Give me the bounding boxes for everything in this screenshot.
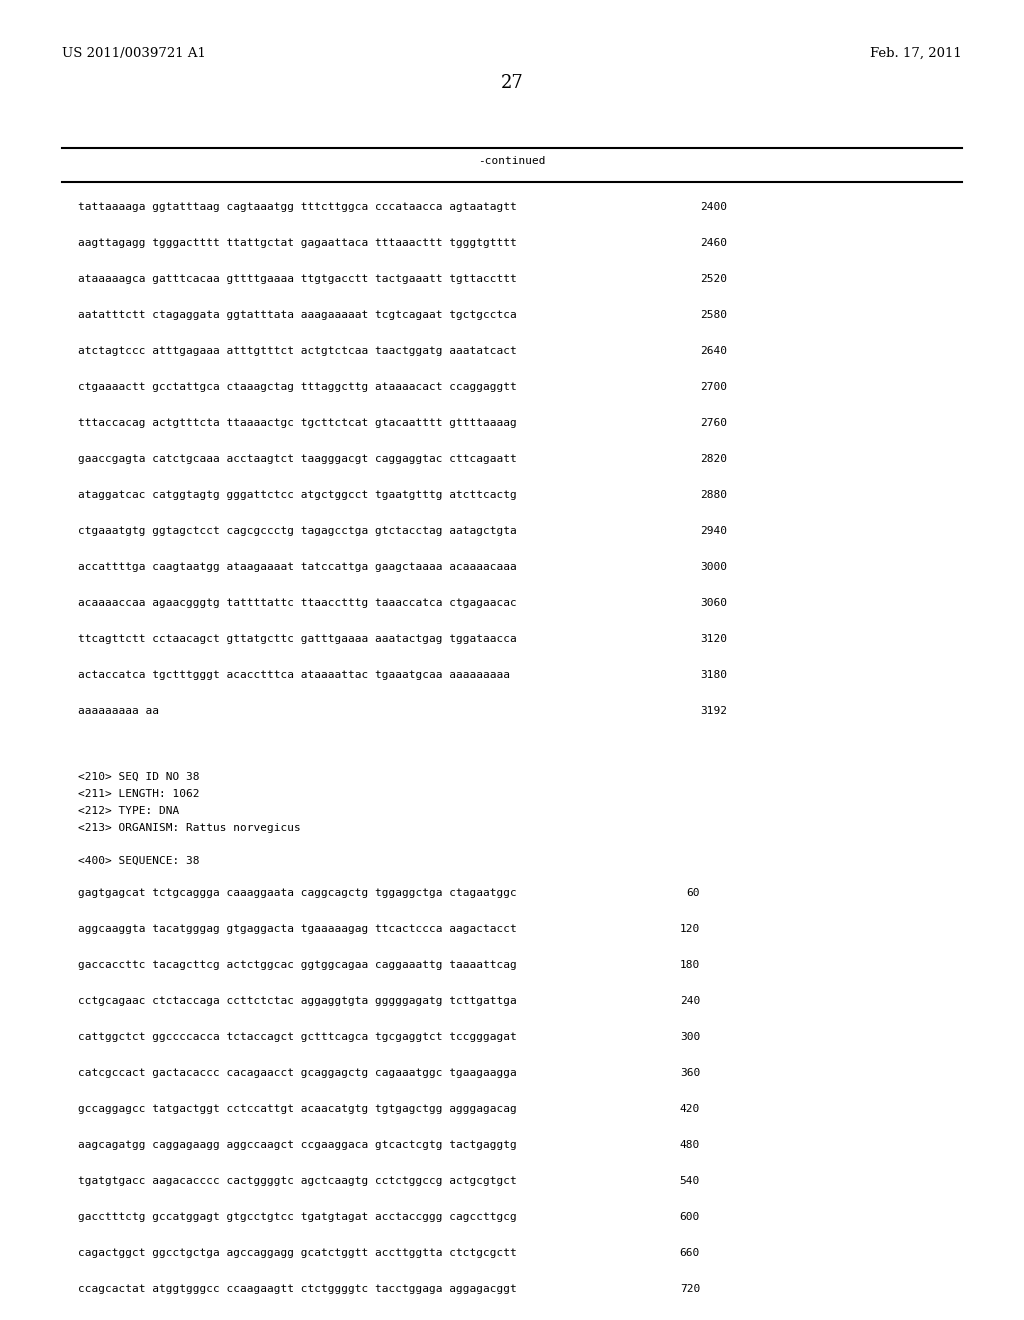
Text: -continued: -continued — [478, 156, 546, 166]
Text: 2760: 2760 — [700, 418, 727, 428]
Text: 60: 60 — [686, 888, 700, 898]
Text: gagtgagcat tctgcaggga caaaggaata caggcagctg tggaggctga ctagaatggc: gagtgagcat tctgcaggga caaaggaata caggcag… — [78, 888, 517, 898]
Text: aggcaaggta tacatgggag gtgaggacta tgaaaaagag ttcactccca aagactacct: aggcaaggta tacatgggag gtgaggacta tgaaaaa… — [78, 924, 517, 935]
Text: 360: 360 — [680, 1068, 700, 1078]
Text: 480: 480 — [680, 1140, 700, 1150]
Text: 2880: 2880 — [700, 490, 727, 500]
Text: catcgccact gactacaccc cacagaacct gcaggagctg cagaaatggc tgaagaagga: catcgccact gactacaccc cacagaacct gcaggag… — [78, 1068, 517, 1078]
Text: gaaccgagta catctgcaaa acctaagtct taagggacgt caggaggtac cttcagaatt: gaaccgagta catctgcaaa acctaagtct taaggga… — [78, 454, 517, 465]
Text: 2820: 2820 — [700, 454, 727, 465]
Text: 3000: 3000 — [700, 562, 727, 572]
Text: 3120: 3120 — [700, 634, 727, 644]
Text: aagttagagg tgggactttt ttattgctat gagaattaca tttaaacttt tgggtgtttt: aagttagagg tgggactttt ttattgctat gagaatt… — [78, 238, 517, 248]
Text: 27: 27 — [501, 74, 523, 92]
Text: 3060: 3060 — [700, 598, 727, 609]
Text: actaccatca tgctttgggt acacctttca ataaaattac tgaaatgcaa aaaaaaaaa: actaccatca tgctttgggt acacctttca ataaaat… — [78, 671, 510, 680]
Text: aaaaaaaaa aa: aaaaaaaaa aa — [78, 706, 159, 715]
Text: tttaccacag actgtttcta ttaaaactgc tgcttctcat gtacaatttt gttttaaaag: tttaccacag actgtttcta ttaaaactgc tgcttct… — [78, 418, 517, 428]
Text: tattaaaaga ggtatttaag cagtaaatgg tttcttggca cccataacca agtaatagtt: tattaaaaga ggtatttaag cagtaaatgg tttcttg… — [78, 202, 517, 213]
Text: 2400: 2400 — [700, 202, 727, 213]
Text: ttcagttctt cctaacagct gttatgcttc gatttgaaaa aaatactgag tggataacca: ttcagttctt cctaacagct gttatgcttc gatttga… — [78, 634, 517, 644]
Text: 2700: 2700 — [700, 381, 727, 392]
Text: US 2011/0039721 A1: US 2011/0039721 A1 — [62, 48, 206, 59]
Text: 720: 720 — [680, 1284, 700, 1294]
Text: 660: 660 — [680, 1247, 700, 1258]
Text: 180: 180 — [680, 960, 700, 970]
Text: gccaggagcc tatgactggt cctccattgt acaacatgtg tgtgagctgg agggagacag: gccaggagcc tatgactggt cctccattgt acaacat… — [78, 1104, 517, 1114]
Text: <212> TYPE: DNA: <212> TYPE: DNA — [78, 807, 179, 816]
Text: 3180: 3180 — [700, 671, 727, 680]
Text: accattttga caagtaatgg ataagaaaat tatccattga gaagctaaaa acaaaacaaa: accattttga caagtaatgg ataagaaaat tatccat… — [78, 562, 517, 572]
Text: 540: 540 — [680, 1176, 700, 1185]
Text: ataaaaagca gatttcacaa gttttgaaaa ttgtgacctt tactgaaatt tgttaccttt: ataaaaagca gatttcacaa gttttgaaaa ttgtgac… — [78, 275, 517, 284]
Text: 420: 420 — [680, 1104, 700, 1114]
Text: gacctttctg gccatggagt gtgcctgtcc tgatgtagat acctaccggg cagccttgcg: gacctttctg gccatggagt gtgcctgtcc tgatgta… — [78, 1212, 517, 1222]
Text: 2460: 2460 — [700, 238, 727, 248]
Text: ctgaaatgtg ggtagctcct cagcgccctg tagagcctga gtctacctag aatagctgta: ctgaaatgtg ggtagctcct cagcgccctg tagagcc… — [78, 525, 517, 536]
Text: <400> SEQUENCE: 38: <400> SEQUENCE: 38 — [78, 855, 200, 866]
Text: <211> LENGTH: 1062: <211> LENGTH: 1062 — [78, 789, 200, 799]
Text: 2520: 2520 — [700, 275, 727, 284]
Text: 240: 240 — [680, 997, 700, 1006]
Text: atctagtccc atttgagaaa atttgtttct actgtctcaa taactggatg aaatatcact: atctagtccc atttgagaaa atttgtttct actgtct… — [78, 346, 517, 356]
Text: 600: 600 — [680, 1212, 700, 1222]
Text: gaccaccttc tacagcttcg actctggcac ggtggcagaa caggaaattg taaaattcag: gaccaccttc tacagcttcg actctggcac ggtggca… — [78, 960, 517, 970]
Text: 2640: 2640 — [700, 346, 727, 356]
Text: cattggctct ggccccacca tctaccagct gctttcagca tgcgaggtct tccgggagat: cattggctct ggccccacca tctaccagct gctttca… — [78, 1032, 517, 1041]
Text: 300: 300 — [680, 1032, 700, 1041]
Text: <213> ORGANISM: Rattus norvegicus: <213> ORGANISM: Rattus norvegicus — [78, 822, 301, 833]
Text: 2580: 2580 — [700, 310, 727, 319]
Text: 2940: 2940 — [700, 525, 727, 536]
Text: ctgaaaactt gcctattgca ctaaagctag tttaggcttg ataaaacact ccaggaggtt: ctgaaaactt gcctattgca ctaaagctag tttaggc… — [78, 381, 517, 392]
Text: 3192: 3192 — [700, 706, 727, 715]
Text: cctgcagaac ctctaccaga ccttctctac aggaggtgta gggggagatg tcttgattga: cctgcagaac ctctaccaga ccttctctac aggaggt… — [78, 997, 517, 1006]
Text: ccagcactat atggtgggcc ccaagaagtt ctctggggtc tacctggaga aggagacggt: ccagcactat atggtgggcc ccaagaagtt ctctggg… — [78, 1284, 517, 1294]
Text: <210> SEQ ID NO 38: <210> SEQ ID NO 38 — [78, 772, 200, 781]
Text: 120: 120 — [680, 924, 700, 935]
Text: aatatttctt ctagaggata ggtatttata aaagaaaaat tcgtcagaat tgctgcctca: aatatttctt ctagaggata ggtatttata aaagaaa… — [78, 310, 517, 319]
Text: cagactggct ggcctgctga agccaggagg gcatctggtt accttggtta ctctgcgctt: cagactggct ggcctgctga agccaggagg gcatctg… — [78, 1247, 517, 1258]
Text: acaaaaccaa agaacgggtg tattttattc ttaacctttg taaaccatca ctgagaacac: acaaaaccaa agaacgggtg tattttattc ttaacct… — [78, 598, 517, 609]
Text: Feb. 17, 2011: Feb. 17, 2011 — [870, 48, 962, 59]
Text: ataggatcac catggtagtg gggattctcc atgctggcct tgaatgtttg atcttcactg: ataggatcac catggtagtg gggattctcc atgctgg… — [78, 490, 517, 500]
Text: aagcagatgg caggagaagg aggccaagct ccgaaggaca gtcactcgtg tactgaggtg: aagcagatgg caggagaagg aggccaagct ccgaagg… — [78, 1140, 517, 1150]
Text: tgatgtgacc aagacacccc cactggggtc agctcaagtg cctctggccg actgcgtgct: tgatgtgacc aagacacccc cactggggtc agctcaa… — [78, 1176, 517, 1185]
